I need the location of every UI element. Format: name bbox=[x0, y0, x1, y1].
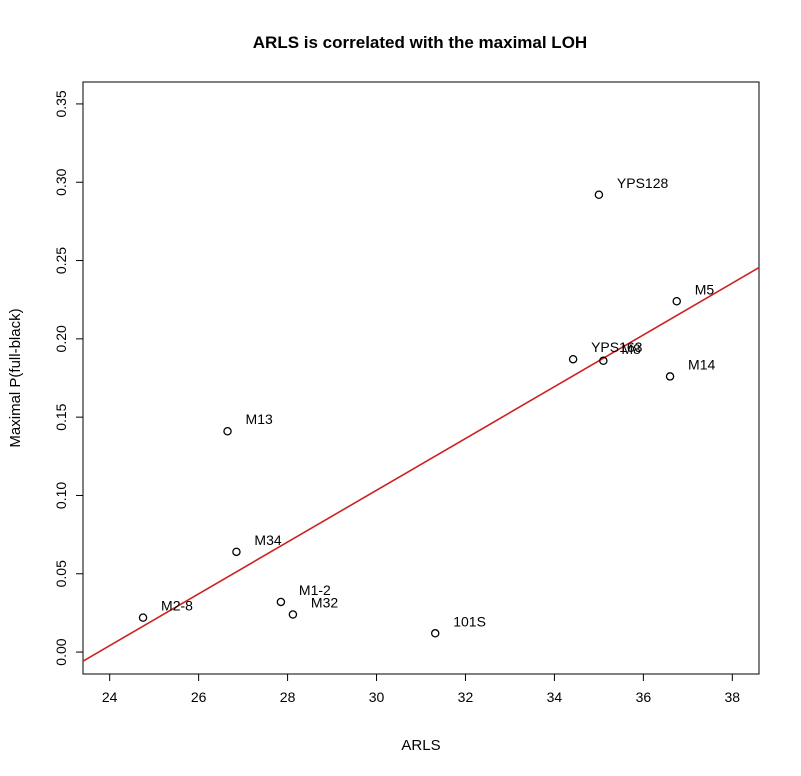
data-point bbox=[568, 354, 578, 364]
point-label: M1-2 bbox=[299, 582, 331, 598]
x-axis: 24 26 28 30 32 34 36 38 bbox=[102, 674, 740, 705]
y-tick-label: 0.25 bbox=[53, 247, 69, 274]
data-point-group: YPS128 bbox=[594, 175, 669, 200]
data-point-group: M1-2 bbox=[276, 582, 331, 607]
data-point bbox=[288, 610, 298, 619]
regression-line-layer bbox=[82, 266, 760, 662]
data-point bbox=[232, 547, 241, 557]
x-tick-label: 36 bbox=[636, 689, 652, 705]
y-tick-label: 0.05 bbox=[53, 560, 69, 587]
data-point bbox=[672, 297, 681, 306]
point-label: M2-8 bbox=[161, 598, 193, 614]
point-label: M13 bbox=[246, 411, 273, 427]
point-label: M34 bbox=[254, 532, 281, 548]
data-point-group: M13 bbox=[223, 411, 273, 436]
data-point-group: M8 bbox=[599, 341, 641, 366]
x-tick-label: 38 bbox=[725, 689, 741, 705]
x-tick-label: 32 bbox=[458, 689, 474, 705]
data-point bbox=[594, 190, 604, 200]
x-tick-label: 24 bbox=[102, 689, 118, 705]
x-tick-label: 28 bbox=[280, 689, 296, 705]
y-tick-label: 0.10 bbox=[53, 482, 69, 509]
data-point bbox=[138, 613, 148, 622]
y-tick-label: 0.20 bbox=[53, 325, 69, 352]
point-label: M14 bbox=[688, 356, 715, 372]
data-point-group: M5 bbox=[672, 281, 715, 306]
data-point-group: M14 bbox=[665, 356, 716, 381]
point-label: YPS163 bbox=[591, 339, 643, 355]
y-axis-label: Maximal P(full-black) bbox=[7, 308, 24, 447]
y-tick-label: 0.30 bbox=[53, 168, 69, 195]
x-tick-label: 34 bbox=[547, 689, 563, 705]
y-tick-label: 0.35 bbox=[53, 90, 69, 117]
data-point-group: 101S bbox=[430, 613, 486, 638]
data-point bbox=[276, 597, 286, 607]
point-label: M5 bbox=[695, 281, 715, 297]
x-axis-label: ARLS bbox=[401, 737, 440, 754]
chart-title: ARLS is correlated with the maximal LOH bbox=[253, 33, 587, 52]
y-tick-label: 0.00 bbox=[53, 638, 69, 665]
y-tick-label: 0.15 bbox=[53, 403, 69, 430]
point-label: YPS128 bbox=[617, 175, 669, 191]
data-point bbox=[430, 629, 440, 638]
data-point bbox=[599, 356, 608, 366]
regression-line bbox=[82, 266, 760, 662]
x-tick-label: 26 bbox=[191, 689, 207, 705]
y-axis: 0.00 0.05 0.10 0.15 0.20 0.25 0.30 0.35 bbox=[53, 90, 83, 666]
data-point-group: M2-8 bbox=[138, 598, 193, 622]
data-point bbox=[665, 372, 675, 381]
data-point-group: YPS163 bbox=[568, 339, 643, 364]
plot-frame bbox=[82, 81, 760, 675]
x-tick-label: 30 bbox=[369, 689, 385, 705]
point-label: 101S bbox=[453, 613, 486, 629]
point-label: M32 bbox=[311, 594, 338, 610]
point-label: M8 bbox=[621, 341, 641, 357]
data-point bbox=[223, 426, 232, 436]
data-point-group: M34 bbox=[232, 532, 282, 557]
data-point-group: M32 bbox=[288, 594, 338, 619]
